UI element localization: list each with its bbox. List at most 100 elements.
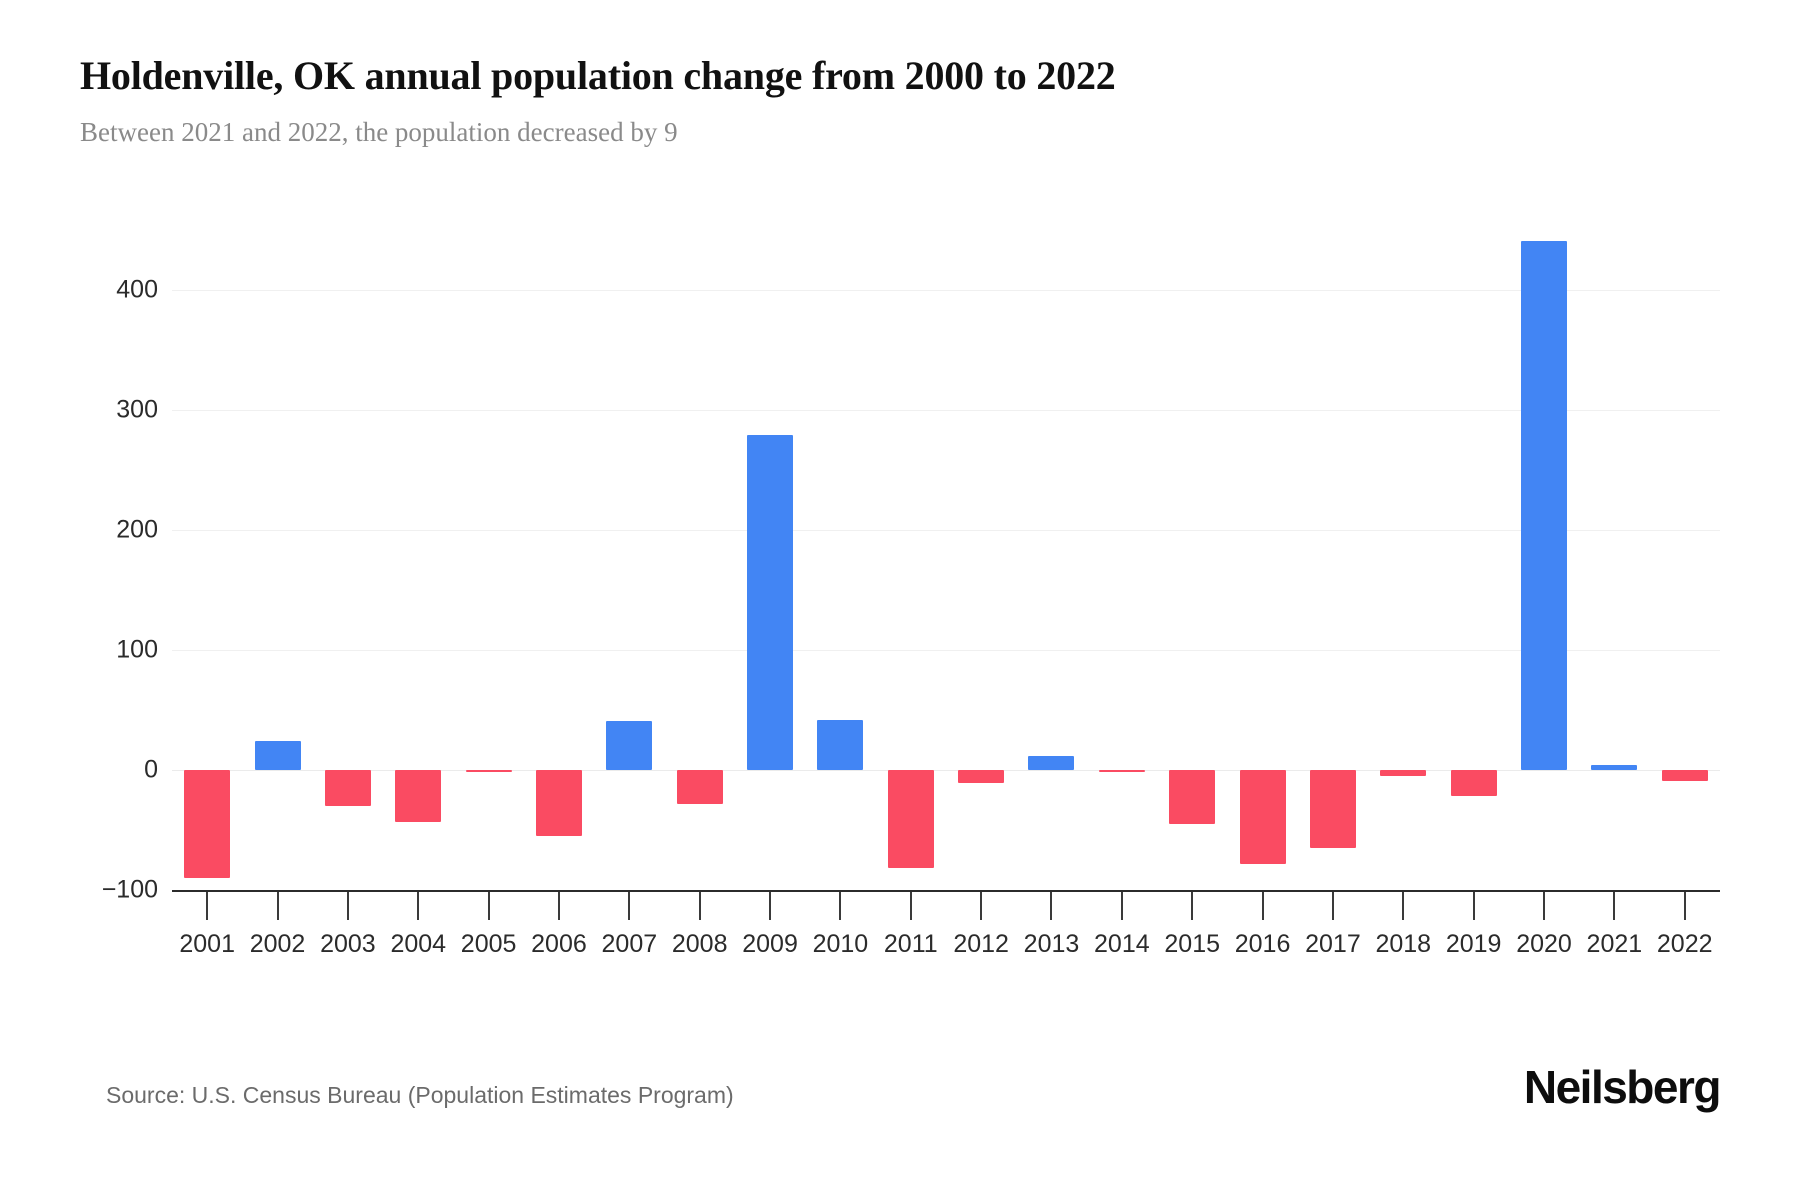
gridline <box>172 650 1720 651</box>
x-tick-mark <box>1613 892 1616 920</box>
chart-subtitle: Between 2021 and 2022, the population de… <box>80 117 678 147</box>
x-tick-mark <box>1120 892 1123 920</box>
x-tick-mark <box>417 892 420 920</box>
x-tick-slot <box>313 892 383 922</box>
x-tick-slot <box>805 892 875 922</box>
x-tick-label: 2002 <box>249 930 306 958</box>
bar-slot <box>1438 230 1508 890</box>
bar-2008[interactable] <box>676 770 723 804</box>
x-tick-label: 2003 <box>320 930 376 958</box>
bar-2017[interactable] <box>1309 770 1356 848</box>
y-tick-label: 400 <box>116 275 158 304</box>
bar-slot <box>524 230 594 890</box>
x-tick-label: 2004 <box>390 930 447 958</box>
bar-slot <box>383 230 453 890</box>
bar-2004[interactable] <box>395 770 442 822</box>
x-tick-label: 2014 <box>1094 930 1150 958</box>
bar-2012[interactable] <box>958 770 1005 784</box>
bar-slot <box>1298 230 1368 890</box>
bar-slot <box>1368 230 1438 890</box>
source-note: Source: U.S. Census Bureau (Population E… <box>106 1082 734 1108</box>
x-tick-mark <box>206 892 209 920</box>
x-tick-slot <box>1509 892 1579 922</box>
x-tick-label: 2008 <box>671 930 728 958</box>
x-tick-label: 2015 <box>1164 930 1221 958</box>
x-tick-label: 2010 <box>812 930 869 958</box>
y-tick-label: 200 <box>116 515 158 544</box>
bar-slot <box>1579 230 1649 890</box>
x-tick-slot <box>876 892 946 922</box>
x-tick-label: 2001 <box>179 930 235 958</box>
bar-2021[interactable] <box>1591 765 1638 770</box>
bar-2007[interactable] <box>606 720 653 770</box>
x-tick-mark <box>839 892 842 920</box>
bar-slot <box>1157 230 1227 890</box>
x-tick-mark <box>1261 892 1264 920</box>
x-tick-slot <box>1157 892 1227 922</box>
x-tick-label: 2012 <box>953 930 1009 958</box>
x-tick-mark <box>276 892 279 920</box>
x-tick-slot <box>1298 892 1368 922</box>
x-tick-slot <box>453 892 523 922</box>
page-title: Holdenville, OK annual population change… <box>80 53 1116 98</box>
x-tick-mark <box>1191 892 1194 920</box>
x-tick-mark <box>628 892 631 920</box>
bar-slot <box>946 230 1016 890</box>
x-tick-slot <box>1579 892 1649 922</box>
x-tick-label: 2006 <box>531 930 587 958</box>
bar-2015[interactable] <box>1169 770 1216 824</box>
y-tick-label: 0 <box>144 755 158 784</box>
x-axis-labels: 2001 2002 2003 2004 2005 2006 2007 2008 2009 2010… <box>172 930 1720 970</box>
bar-2019[interactable] <box>1450 770 1497 797</box>
bar-2020[interactable] <box>1521 240 1567 770</box>
x-tick-slot <box>665 892 735 922</box>
bar-2011[interactable] <box>887 770 934 869</box>
x-tick-slot <box>946 892 1016 922</box>
x-tick-label: 2007 <box>601 930 658 958</box>
x-tick-label: 2009 <box>742 930 798 958</box>
bar-series <box>172 230 1720 890</box>
y-tick-label: −100 <box>101 875 158 904</box>
x-tick-label: 2021 <box>1586 930 1643 958</box>
x-tick-mark <box>1543 892 1545 920</box>
bar-2005[interactable] <box>465 770 512 772</box>
bar-slot <box>1227 230 1297 890</box>
x-tick-mark <box>909 892 912 920</box>
x-tick-slot <box>735 892 805 922</box>
x-tick-mark <box>980 892 983 920</box>
bar-2002[interactable] <box>254 741 301 770</box>
bar-2018[interactable] <box>1380 770 1427 776</box>
bar-2009[interactable] <box>747 435 794 770</box>
x-tick-mark <box>1050 892 1053 920</box>
bar-2006[interactable] <box>535 770 582 836</box>
x-tick-label: 2017 <box>1305 930 1361 958</box>
x-tick-mark <box>1683 892 1686 920</box>
x-tick-label: 2018 <box>1375 930 1432 958</box>
bar-2010[interactable] <box>817 719 864 770</box>
bar-slot <box>876 230 946 890</box>
bar-slot <box>594 230 664 890</box>
bar-2014[interactable] <box>1098 770 1145 772</box>
y-tick-label: 100 <box>116 635 158 664</box>
bar-slot <box>665 230 735 890</box>
x-axis-line <box>172 890 1720 892</box>
chart-header: Holdenville, OK annual population change… <box>80 52 1720 150</box>
x-tick-label: 2013 <box>1023 930 1080 958</box>
bar-slot <box>1016 230 1086 890</box>
x-axis-ticks <box>172 892 1720 922</box>
bar-slot <box>735 230 805 890</box>
bar-2003[interactable] <box>324 770 371 806</box>
x-tick-slot <box>1368 892 1438 922</box>
bar-2016[interactable] <box>1239 770 1286 864</box>
x-tick-mark <box>1472 892 1475 920</box>
brand-logo: Neilsberg <box>1523 1061 1722 1113</box>
bar-2013[interactable] <box>1028 755 1075 770</box>
bar-2001[interactable] <box>184 770 231 878</box>
x-tick-slot <box>1016 892 1086 922</box>
x-tick-mark <box>1331 892 1334 920</box>
bar-slot <box>313 230 383 890</box>
x-tick-slot <box>524 892 594 922</box>
bar-2022[interactable] <box>1661 770 1708 781</box>
x-tick-mark <box>557 892 560 920</box>
